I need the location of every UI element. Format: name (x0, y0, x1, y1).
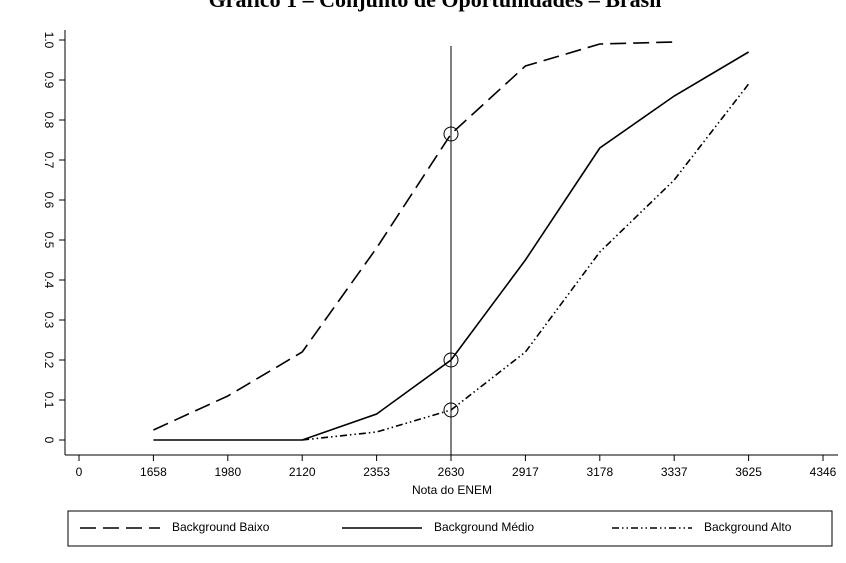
legend-label: Background Baixo (172, 520, 270, 534)
y-tick-label: 0.9 (42, 72, 56, 89)
legend-label: Background Médio (434, 520, 534, 534)
y-tick-label: 0.6 (42, 192, 56, 209)
legend-box (67, 510, 833, 547)
highlight-marker (443, 352, 459, 368)
series-line (153, 41, 675, 431)
x-tick-label: 3178 (586, 465, 613, 479)
x-tick-label: 1658 (140, 465, 167, 479)
y-tick-label: 0.4 (42, 272, 56, 289)
highlight-marker (443, 402, 459, 418)
series-line (153, 51, 750, 441)
y-tick-label: 0.2 (42, 352, 56, 369)
x-tick-label: 4346 (810, 465, 837, 479)
y-tick-label: 0.7 (42, 152, 56, 169)
y-tick-label: 0 (42, 437, 56, 444)
x-tick-label: 1980 (214, 465, 241, 479)
x-axis-label: Nota do ENEM (412, 483, 492, 497)
legend-label: Background Alto (704, 520, 792, 534)
y-tick-label: 0.8 (42, 112, 56, 129)
chart-title: Gráfico 1 – Conjunto de Oportunidades – … (209, 0, 662, 12)
x-tick-label: 3337 (661, 465, 688, 479)
x-tick-label: 2630 (438, 465, 465, 479)
highlight-marker (443, 126, 459, 142)
x-tick-label: 2353 (363, 465, 390, 479)
y-tick-label: 1.0 (42, 32, 56, 49)
y-tick-label: 0.1 (42, 392, 56, 409)
y-tick-label: 0.3 (42, 312, 56, 329)
y-tick-label: 0.5 (42, 232, 56, 249)
x-tick-label: 2120 (289, 465, 316, 479)
x-tick-label: 3625 (735, 465, 762, 479)
x-tick-label: 2917 (512, 465, 539, 479)
x-tick-label: 0 (76, 465, 83, 479)
